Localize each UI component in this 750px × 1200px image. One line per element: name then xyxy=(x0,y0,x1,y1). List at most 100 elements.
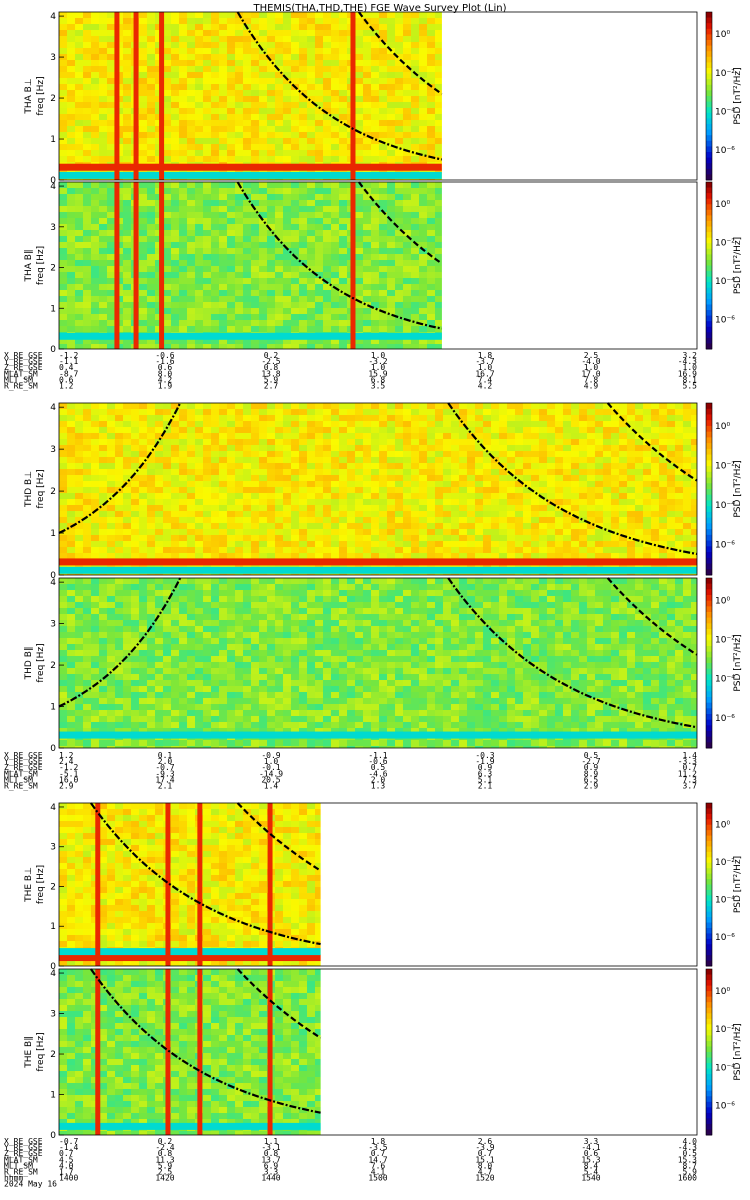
spectrogram-cell xyxy=(315,168,323,174)
spectrogram-cell xyxy=(243,12,251,18)
spectrogram-cell xyxy=(323,48,331,54)
spectrogram-cell xyxy=(435,254,442,260)
spectrogram-cell xyxy=(219,535,227,541)
spectrogram-cell xyxy=(139,144,147,150)
spectrogram-cell xyxy=(267,84,275,90)
spectrogram-cell xyxy=(123,487,131,493)
spectrogram-cell xyxy=(635,439,643,445)
spectrogram-cell xyxy=(331,156,339,162)
spectrogram-cell xyxy=(235,144,243,150)
spectrogram-cell xyxy=(147,96,155,102)
spectrogram-cell xyxy=(323,194,331,200)
spectrogram-cell xyxy=(307,475,315,481)
colorbar-step xyxy=(706,182,712,189)
spectrogram-cell xyxy=(251,242,259,248)
panel-yunit: freq [Hz] xyxy=(36,76,46,115)
spectrogram-cell xyxy=(155,511,163,517)
spectrogram-cell xyxy=(419,517,427,523)
spectrogram-cell xyxy=(283,415,291,421)
spectrogram-cell xyxy=(123,254,131,260)
spectrogram-cell xyxy=(315,18,323,24)
spectrogram-cell xyxy=(315,415,323,421)
spectrogram-cell xyxy=(483,433,491,439)
spectrogram-cell xyxy=(419,206,427,212)
spectrogram-cell xyxy=(179,36,187,42)
colorbar-step xyxy=(706,321,712,328)
spectrogram-cell xyxy=(403,66,411,72)
spectrogram-cell xyxy=(179,308,187,314)
spectrogram-cell xyxy=(435,284,442,290)
spectrogram-cell xyxy=(427,505,435,511)
spectrogram-cell xyxy=(427,126,435,132)
spectrogram-cell xyxy=(107,236,115,242)
spectrogram-cell xyxy=(603,469,611,475)
spectrogram-cell xyxy=(219,96,227,102)
spectrogram-cell xyxy=(323,144,331,150)
spectrogram-cell xyxy=(283,108,291,114)
spectrogram-cell xyxy=(435,535,443,541)
spectrogram-cell xyxy=(235,84,243,90)
spectrogram-cell xyxy=(267,72,275,78)
spectrogram-cell xyxy=(323,421,331,427)
spectrogram-cell xyxy=(139,90,147,96)
spectrogram-cell xyxy=(123,218,131,224)
spectrogram-cell xyxy=(659,403,667,409)
spectrogram-cell xyxy=(419,156,427,162)
spectrogram-cell xyxy=(427,266,435,272)
spectrogram-cell xyxy=(107,90,115,96)
spectrogram-cell xyxy=(227,248,235,254)
spectrogram-cell xyxy=(203,248,211,254)
spectrogram-cell xyxy=(643,403,651,409)
spectrogram-cell xyxy=(379,547,387,553)
spectrogram-cell xyxy=(107,218,115,224)
spectrogram-cell xyxy=(259,260,267,266)
spectrogram-cell xyxy=(267,487,275,493)
spectrogram-cell xyxy=(459,505,467,511)
spectrogram-cell xyxy=(435,36,442,42)
spectrogram-cell xyxy=(107,120,115,126)
spectrogram-cell xyxy=(403,102,411,108)
spectrogram-cell xyxy=(347,553,355,559)
spectrogram-cell xyxy=(163,493,171,499)
spectrogram-cell xyxy=(355,48,363,54)
spectrogram-cell xyxy=(139,535,147,541)
spectrogram-cell xyxy=(595,415,603,421)
spectrogram-cell xyxy=(187,254,195,260)
spectrogram-cell xyxy=(83,505,91,511)
spectrogram-cell xyxy=(195,188,203,194)
spectrogram-cell xyxy=(91,463,99,469)
spectrogram-cell xyxy=(211,12,219,18)
spectrogram-cell xyxy=(491,535,499,541)
colorbar-step xyxy=(706,271,712,278)
spectrogram-cell xyxy=(155,188,163,194)
spectrogram-cell xyxy=(99,457,107,463)
spectrogram-cell xyxy=(347,469,355,475)
spectrogram-cell xyxy=(163,132,171,138)
spectrogram-cell xyxy=(147,236,155,242)
spectrogram-cell xyxy=(59,248,67,254)
spectrogram-cell xyxy=(483,529,491,535)
spectrogram-cell xyxy=(275,445,283,451)
spectrogram-cell xyxy=(387,469,395,475)
spectrogram-cell xyxy=(83,541,91,547)
spectrogram-cell xyxy=(243,314,251,320)
spectrogram-cell xyxy=(75,254,83,260)
spectrogram-cell xyxy=(435,48,442,54)
spectrogram-cell xyxy=(379,194,387,200)
spectrogram-cell xyxy=(267,433,275,439)
spectrogram-cell xyxy=(531,475,539,481)
spectrogram-cell xyxy=(403,138,411,144)
spectrogram-cell xyxy=(243,54,251,60)
spectrogram-cell xyxy=(291,114,299,120)
spectrogram-cell xyxy=(219,138,227,144)
spectrogram-cell xyxy=(299,78,307,84)
spectrogram-cell xyxy=(331,517,339,523)
spectrogram-cell xyxy=(211,445,219,451)
spectrogram-cell xyxy=(363,505,371,511)
spectrogram-cell xyxy=(283,326,291,332)
spectrogram-cell xyxy=(571,535,579,541)
spectrogram-cell xyxy=(251,409,259,415)
spectrogram-cell xyxy=(395,553,403,559)
spectrogram-cell xyxy=(387,541,395,547)
spectrogram-cell xyxy=(323,451,331,457)
